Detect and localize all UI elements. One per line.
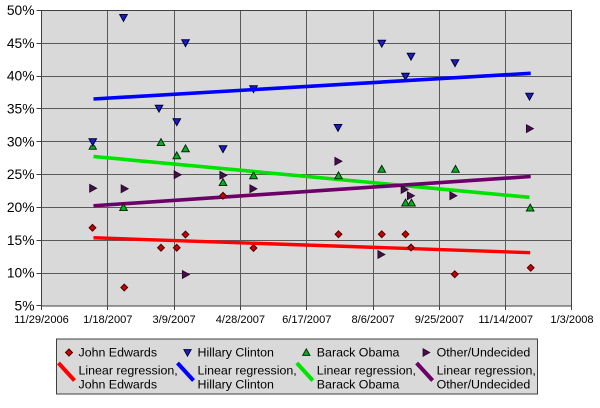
svg-text:45%: 45% <box>7 36 35 51</box>
svg-text:Barack Obama: Barack Obama <box>317 346 400 360</box>
svg-text:25%: 25% <box>7 167 35 182</box>
svg-text:John Edwards: John Edwards <box>79 378 158 392</box>
svg-text:Barack Obama: Barack Obama <box>317 378 400 392</box>
svg-text:9/25/2007: 9/25/2007 <box>415 314 464 326</box>
svg-text:Linear regression,: Linear regression, <box>317 364 416 378</box>
svg-text:Linear regression,: Linear regression, <box>198 364 297 378</box>
svg-text:15%: 15% <box>7 233 35 248</box>
svg-text:4/28/2007: 4/28/2007 <box>216 314 265 326</box>
svg-text:10%: 10% <box>7 266 35 281</box>
svg-text:5%: 5% <box>15 299 35 314</box>
svg-text:20%: 20% <box>7 200 35 215</box>
svg-text:Hillary Clinton: Hillary Clinton <box>198 378 275 392</box>
svg-text:40%: 40% <box>7 69 35 84</box>
svg-text:Hillary Clinton: Hillary Clinton <box>198 346 275 360</box>
svg-text:Other/Undecided: Other/Undecided <box>437 378 531 392</box>
svg-text:Other/Undecided: Other/Undecided <box>437 346 531 360</box>
svg-text:35%: 35% <box>7 102 35 117</box>
svg-text:50%: 50% <box>7 3 35 18</box>
svg-text:Linear regression,: Linear regression, <box>437 364 536 378</box>
svg-text:Linear regression,: Linear regression, <box>79 364 178 378</box>
svg-text:6/17/2007: 6/17/2007 <box>282 314 331 326</box>
svg-text:3/9/2007: 3/9/2007 <box>153 314 196 326</box>
svg-text:11/14/2007: 11/14/2007 <box>478 314 533 326</box>
svg-text:30%: 30% <box>7 134 35 149</box>
svg-text:1/18/2007: 1/18/2007 <box>83 314 132 326</box>
svg-text:11/29/2006: 11/29/2006 <box>14 314 69 326</box>
svg-text:8/6/2007: 8/6/2007 <box>351 314 394 326</box>
svg-text:John Edwards: John Edwards <box>79 346 158 360</box>
svg-text:1/3/2008: 1/3/2008 <box>550 314 593 326</box>
